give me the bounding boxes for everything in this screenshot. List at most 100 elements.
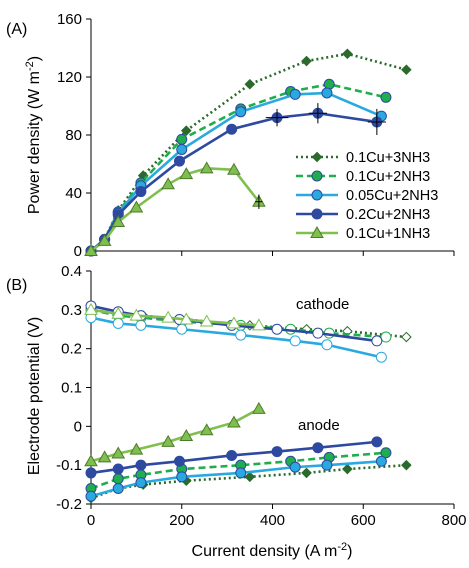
panel-b-y-tick-label: -0.1	[56, 457, 82, 474]
panel-b-axes: -0.2 -0.1 0 0.1 0.2 0.3 0.4 0 200 400 600 800	[56, 263, 466, 529]
panel-b-anode-series-3-point	[176, 471, 188, 483]
panel-b-anode-series-4-point	[135, 459, 147, 471]
panel-a-series-1-point	[180, 125, 192, 136]
panel-a-series-3-point	[289, 88, 301, 100]
panel-a-series-4-point	[226, 123, 238, 135]
panel-b-anode-series-4-point	[112, 463, 124, 475]
panel-b-x-tick-label: 0	[87, 512, 95, 529]
panel-b-anode-series-4-point	[173, 455, 185, 467]
panel-b-y-tick-label: 0.1	[61, 380, 82, 397]
panel-a-y-tick-label: 0	[74, 243, 82, 260]
panel-b-cathode-series-5-point	[252, 318, 266, 331]
panel-b-anode-series-3-point	[289, 461, 301, 473]
panel-b-anode-series-5-point	[179, 429, 194, 442]
panel-b-x-tick-label: 400	[260, 512, 285, 529]
panel-b: (B) Electrode potential (V) Current dens…	[6, 263, 467, 560]
panel-b-anode-series-1-point	[342, 463, 353, 475]
panel-a-legend: 0.1Cu+3NH3 0.1Cu+2NH3 0.05Cu+2NH3 0.2Cu+2NH…	[296, 150, 438, 242]
panel-b-cathode-series-5-point	[84, 302, 98, 315]
legend-marker-1	[311, 151, 323, 163]
panel-b-anode-series-4-point	[312, 442, 324, 454]
panel-b-anode-series-2-line	[90, 451, 387, 490]
panel-b-anode-series-3-point	[135, 477, 147, 489]
panel-a-y-tick-label: 80	[65, 127, 82, 144]
panel-b-anode-series-5-point	[161, 434, 175, 447]
panel-b-anode-series-5-point	[129, 442, 144, 455]
panel-b-anode-series-4-point	[371, 436, 383, 448]
panel-a-ylabel-main: Power density (W m	[26, 71, 43, 214]
panel-b-anode-series-4-point	[271, 446, 283, 458]
panel-b-xlabel-main: Current density (A m	[192, 543, 338, 560]
panel-b-cathode-series-5-point	[161, 310, 175, 323]
panel-a-series-3-point	[235, 106, 247, 118]
panel-a-axes: 0 40 80 120 160	[57, 11, 455, 260]
panel-a-series-4-point	[173, 155, 185, 167]
panel-b-cathode-series-3-point	[176, 323, 188, 335]
legend-marker-4	[311, 208, 323, 220]
panel-b-cathode-series-5-point	[179, 312, 194, 325]
panel-b-xlabel-sup: -2	[337, 541, 347, 553]
panel-b-anode-series-5-point	[84, 454, 98, 467]
panel-a-label: (A)	[6, 21, 27, 38]
panel-b-anode-series-1-point	[401, 459, 412, 471]
panel-a-y-tick-label: 160	[57, 11, 82, 28]
panel-b-y-tick-label: 0.3	[61, 302, 82, 319]
panel-b-anode-series-5-point	[111, 446, 126, 459]
panel-b-label: (B)	[6, 277, 27, 294]
panel-b-cathode-series-3-point	[135, 319, 147, 331]
panel-a-series-5-point	[111, 214, 126, 227]
panel-a-series-4-point	[135, 186, 147, 198]
panel-b-anode-series-3-point	[321, 459, 333, 471]
cathode-annotation: cathode	[296, 296, 349, 313]
panel-a-y-tick-label: 40	[65, 185, 82, 202]
panel-b-anode-series-4-point	[85, 467, 97, 479]
panel-b-x-tick-label: 600	[351, 512, 376, 529]
panel-a-series-5-point	[179, 167, 194, 180]
panel-b-anode-series-1-point	[244, 471, 256, 483]
panel-b-y-axis-label: Electrode potential (V)	[26, 317, 43, 475]
panel-b-cathode-series-3-point	[375, 351, 387, 363]
panel-a-series-1-point	[401, 64, 412, 76]
legend-label-1: 0.1Cu+3NH3	[346, 150, 430, 166]
panel-b-y-tick-label: -0.2	[56, 496, 82, 513]
panel-a-series-5-point	[84, 243, 98, 256]
legend-marker-2	[311, 170, 323, 182]
panel-b-cathode-series-5-point	[129, 308, 144, 321]
panel-b-x-tick-label: 800	[441, 512, 466, 529]
panel-b-y-tick-label: 0.4	[61, 263, 82, 280]
panel-b-anode-series-3-point	[375, 455, 387, 467]
panel-a-series-5-point	[227, 162, 241, 175]
legend-marker-5	[310, 225, 324, 238]
panel-a-series-2-point	[176, 133, 188, 145]
panel-a-series-1-point	[244, 78, 256, 90]
panel-b-cathode-series-4-point	[271, 323, 283, 335]
panel-b-anode-series-3-point	[235, 467, 247, 479]
panel-b-anode-series-2-point	[112, 473, 124, 485]
panel-b-cathode-series-1-point	[401, 331, 412, 343]
panel-a-series-5-point	[199, 161, 214, 174]
panel-b-cathode-series-5-point	[227, 316, 241, 329]
panel-b-anode-series-5-point	[97, 450, 112, 463]
panel-b-anode-series-1-point	[301, 467, 312, 479]
panel-b-cathode-series-2-point	[380, 331, 392, 343]
panel-a-series-5-point	[161, 177, 175, 190]
panel-a-ylabel-close: )	[26, 56, 43, 61]
panel-b-anode-series-3-point	[112, 482, 124, 494]
panel-b-anode-series-2-point	[380, 447, 392, 459]
panel-b-series	[84, 300, 412, 504]
panel-b-x-axis-label: Current density (A m-2)	[192, 541, 353, 560]
panel-b-cathode-series-3-point	[289, 335, 301, 347]
legend-label-4: 0.2Cu+2NH3	[346, 207, 430, 223]
anode-annotation: anode	[298, 417, 340, 434]
panel-b-y-tick-label: 0.2	[61, 341, 82, 358]
panel-b-xlabel-close: )	[347, 543, 352, 560]
panel-b-cathode-series-3-point	[235, 329, 247, 341]
panel-b-anode-series-5-point	[252, 401, 266, 414]
legend-label-3: 0.05Cu+2NH3	[346, 188, 438, 204]
panel-b-anode-series-5-point	[199, 423, 214, 436]
panel-b-cathode-series-3-point	[321, 339, 333, 351]
panel-a-y-tick-label: 120	[57, 69, 82, 86]
panel-a-series-5-point	[97, 233, 112, 246]
panel-a-series-2-point	[380, 91, 392, 103]
